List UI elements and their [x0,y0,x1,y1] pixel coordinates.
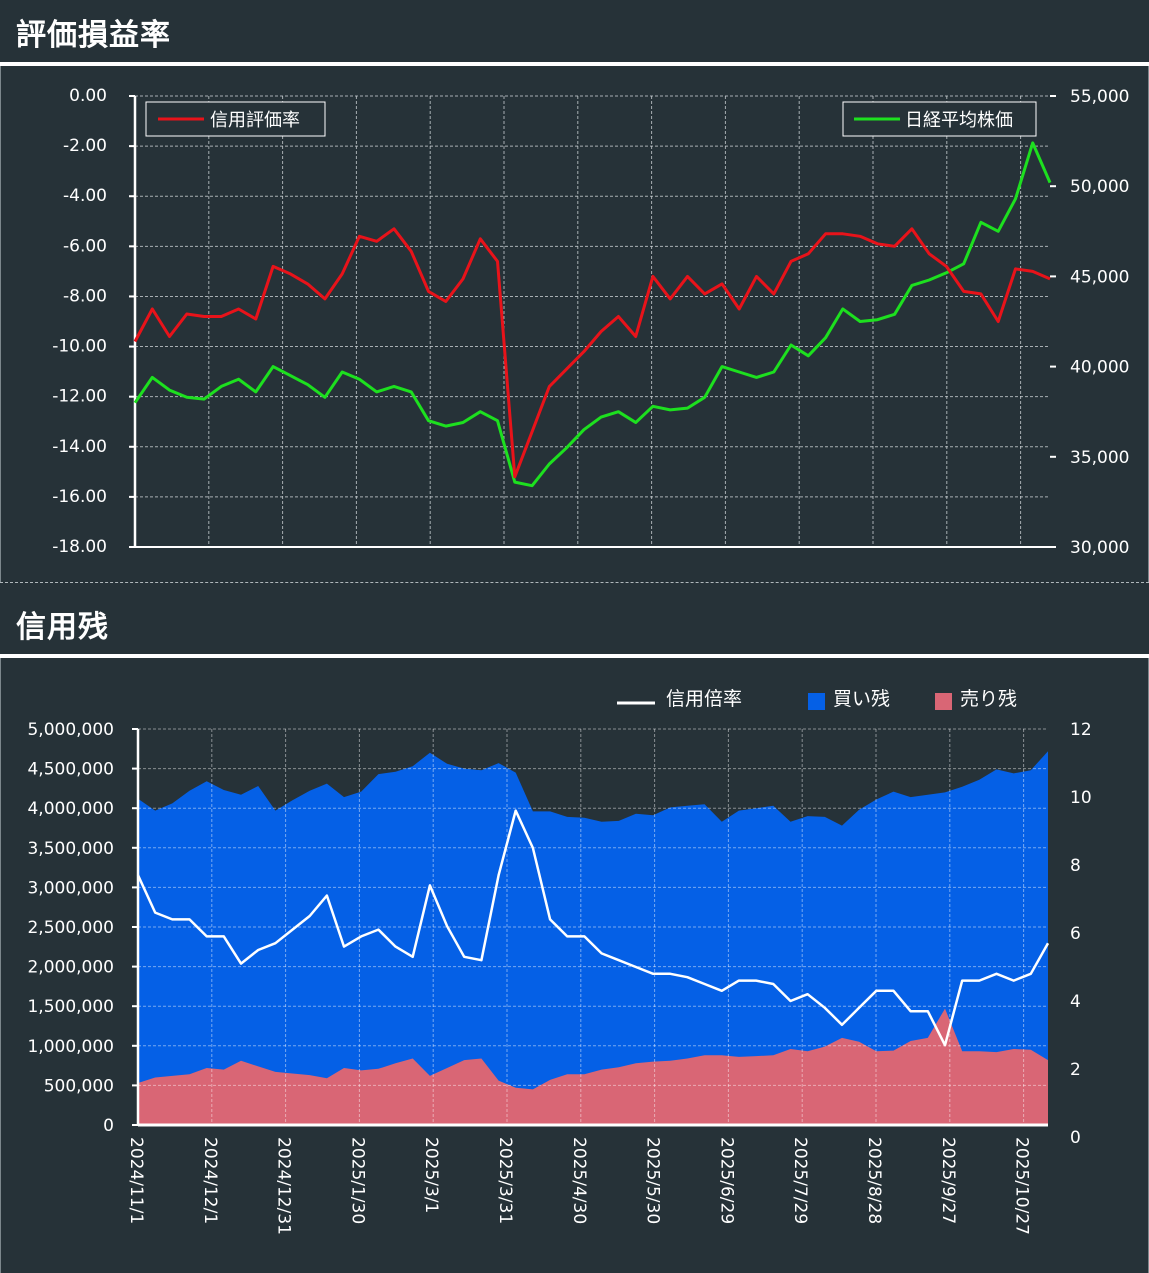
legend: 信用評価率 日経平均株価 [145,101,1037,137]
y-left-tick-label: 5,000,000 [27,720,114,740]
y-right-tick-label: 30,000 [1070,538,1129,558]
area-series [138,751,1048,1125]
x-tick-label: 2025/9/27 [938,1137,958,1224]
y-left-tick-label: -8.00 [63,286,107,306]
sell-balance-area [138,1008,1048,1125]
grid [138,728,1048,1125]
y-left-tick-label: -14.00 [52,437,107,457]
nikkei-line [133,141,1052,488]
x-tick-label: 2025/8/28 [864,1137,884,1224]
legend-label: 売り残 [960,688,1017,710]
y-right-tick-label: 45,000 [1070,267,1129,287]
y-left-tick-label: 4,000,000 [27,799,114,819]
legend-label: 信用倍率 [666,688,742,710]
y-right-tick-label: 0 [1070,1128,1081,1148]
section-divider [0,62,1149,66]
y-left-tick-label: 1,000,000 [27,1037,114,1057]
x-tick-label: 2025/3/1 [421,1137,441,1213]
x-tick-label: 2024/12/1 [200,1137,220,1224]
legend-box [145,101,326,137]
y-left-tick-label: 0.00 [69,86,107,106]
y-left-tick-label: -4.00 [63,186,107,206]
x-tick-label: 2025/10/27 [1012,1137,1032,1235]
y-left-tick-label: -16.00 [52,487,107,507]
margin-balance-chart: 5,000,000 4,500,000 4,000,000 3,500,000 3,00… [27,688,1091,1235]
x-tick-label: 2025/1/30 [347,1137,367,1224]
x-tick-label: 2025/4/30 [569,1137,589,1224]
tick-labels: 5,000,000 4,500,000 4,000,000 3,500,000 3,00… [27,720,1091,1235]
section-divider [0,654,1149,658]
x-tick-label: 2024/12/31 [274,1137,294,1235]
legend-swatch [935,693,952,710]
y-right-tick-label: 8 [1070,856,1081,876]
y-right-tick-label: 10 [1070,788,1092,808]
x-tick-label: 2025/6/29 [716,1137,736,1224]
x-tick-label: 2025/7/29 [790,1137,810,1224]
y-left-tick-label: 2,500,000 [27,918,114,938]
legend-eval-rate: 信用評価率 [145,101,326,137]
legend-label: 信用評価率 [210,110,300,131]
y-left-tick-label: 3,500,000 [27,839,114,859]
section-header-margin: 信用残 [0,592,1149,654]
legend: 信用倍率 買い残 売り残 [617,688,1017,710]
y-left-tick-label: -12.00 [52,387,107,407]
y-left-tick-label: -6.00 [63,236,107,256]
y-right-tick-label: 55,000 [1070,87,1129,107]
series-lines [136,809,1050,1047]
grid [135,95,1050,548]
y-right-tick-label: 40,000 [1070,358,1129,378]
section-header-pnl: 評価損益率 [0,0,1149,62]
buy-balance-area [138,751,1048,1125]
y-left-tick-label: -2.00 [63,136,107,156]
section-title-margin: 信用残 [16,610,109,645]
y-right-tick-label: 12 [1070,720,1092,740]
section-separator [0,582,1149,583]
y-left-tick-label: -18.00 [52,537,107,557]
y-left-tick-label: 0 [103,1116,114,1136]
legend-item-ratio: 信用倍率 [617,688,742,710]
y-left-tick-label: 500,000 [44,1076,114,1096]
y-left-tick-label: -10.00 [52,337,107,357]
eval-rate-line [133,227,1051,479]
axes [132,728,1048,1127]
legend-item-buy: 買い残 [808,688,890,710]
legend-nikkei: 日経平均株価 [842,101,1037,137]
margin-ratio-line [136,809,1050,1047]
y-right-tick-label: 6 [1070,924,1081,944]
y-right-tick-label: 4 [1070,992,1081,1012]
y-right-tick-label: 35,000 [1070,448,1129,468]
y-left-tick-label: 1,500,000 [27,997,114,1017]
legend-swatch [808,693,825,710]
legend-item-sell: 売り残 [935,688,1017,710]
tick-labels: 0.00 -2.00 -4.00 -6.00 -8.00 -10.00 -12.00 -14.… [52,86,1129,558]
axes [129,95,1056,548]
eval-rate-chart: 0.00 -2.00 -4.00 -6.00 -8.00 -10.00 -12.00 -14.… [52,86,1129,558]
y-right-tick-label: 50,000 [1070,177,1129,197]
legend-label: 買い残 [833,688,890,710]
series-lines [133,141,1052,488]
x-tick-label: 2025/5/30 [643,1137,663,1224]
y-right-tick-label: 2 [1070,1060,1081,1080]
section-title-pnl: 評価損益率 [16,18,171,53]
x-tick-label: 2024/11/1 [126,1137,146,1224]
legend-margin: 信用倍率 買い残 売り残 [617,688,1017,710]
x-tick-label: 2025/3/31 [495,1137,515,1224]
y-left-tick-label: 4,500,000 [27,760,114,780]
y-left-tick-label: 3,000,000 [27,878,114,898]
legend-label: 日経平均株価 [905,110,1013,131]
y-left-tick-label: 2,000,000 [27,958,114,978]
